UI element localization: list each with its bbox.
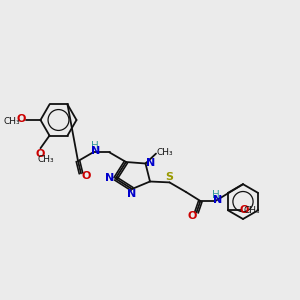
Text: CH₃: CH₃ <box>4 117 20 126</box>
Text: O: O <box>36 148 45 159</box>
Text: O: O <box>187 211 197 221</box>
Text: N: N <box>146 158 155 169</box>
Text: O: O <box>81 171 91 181</box>
Text: N: N <box>213 195 222 205</box>
Text: S: S <box>166 172 173 182</box>
Text: CH₃: CH₃ <box>38 155 54 164</box>
Text: N: N <box>106 172 115 183</box>
Text: N: N <box>92 146 100 157</box>
Text: O: O <box>16 114 26 124</box>
Text: H: H <box>212 190 219 200</box>
Text: N: N <box>128 189 136 200</box>
Text: CH₃: CH₃ <box>156 148 173 157</box>
Text: H: H <box>91 141 98 152</box>
Text: CH₃: CH₃ <box>243 206 260 215</box>
Text: O: O <box>240 205 249 215</box>
